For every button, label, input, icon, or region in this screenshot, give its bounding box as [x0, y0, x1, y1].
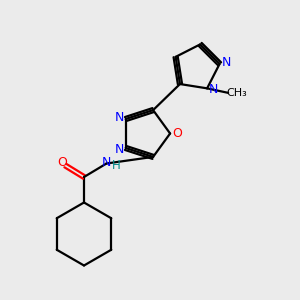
Text: O: O	[172, 127, 182, 140]
Text: N: N	[114, 143, 124, 156]
Text: N: N	[114, 111, 124, 124]
Text: N: N	[221, 56, 231, 69]
Text: N: N	[102, 155, 111, 169]
Text: N: N	[209, 83, 218, 96]
Text: CH₃: CH₃	[226, 88, 247, 98]
Text: H: H	[112, 159, 121, 172]
Text: O: O	[57, 156, 67, 169]
